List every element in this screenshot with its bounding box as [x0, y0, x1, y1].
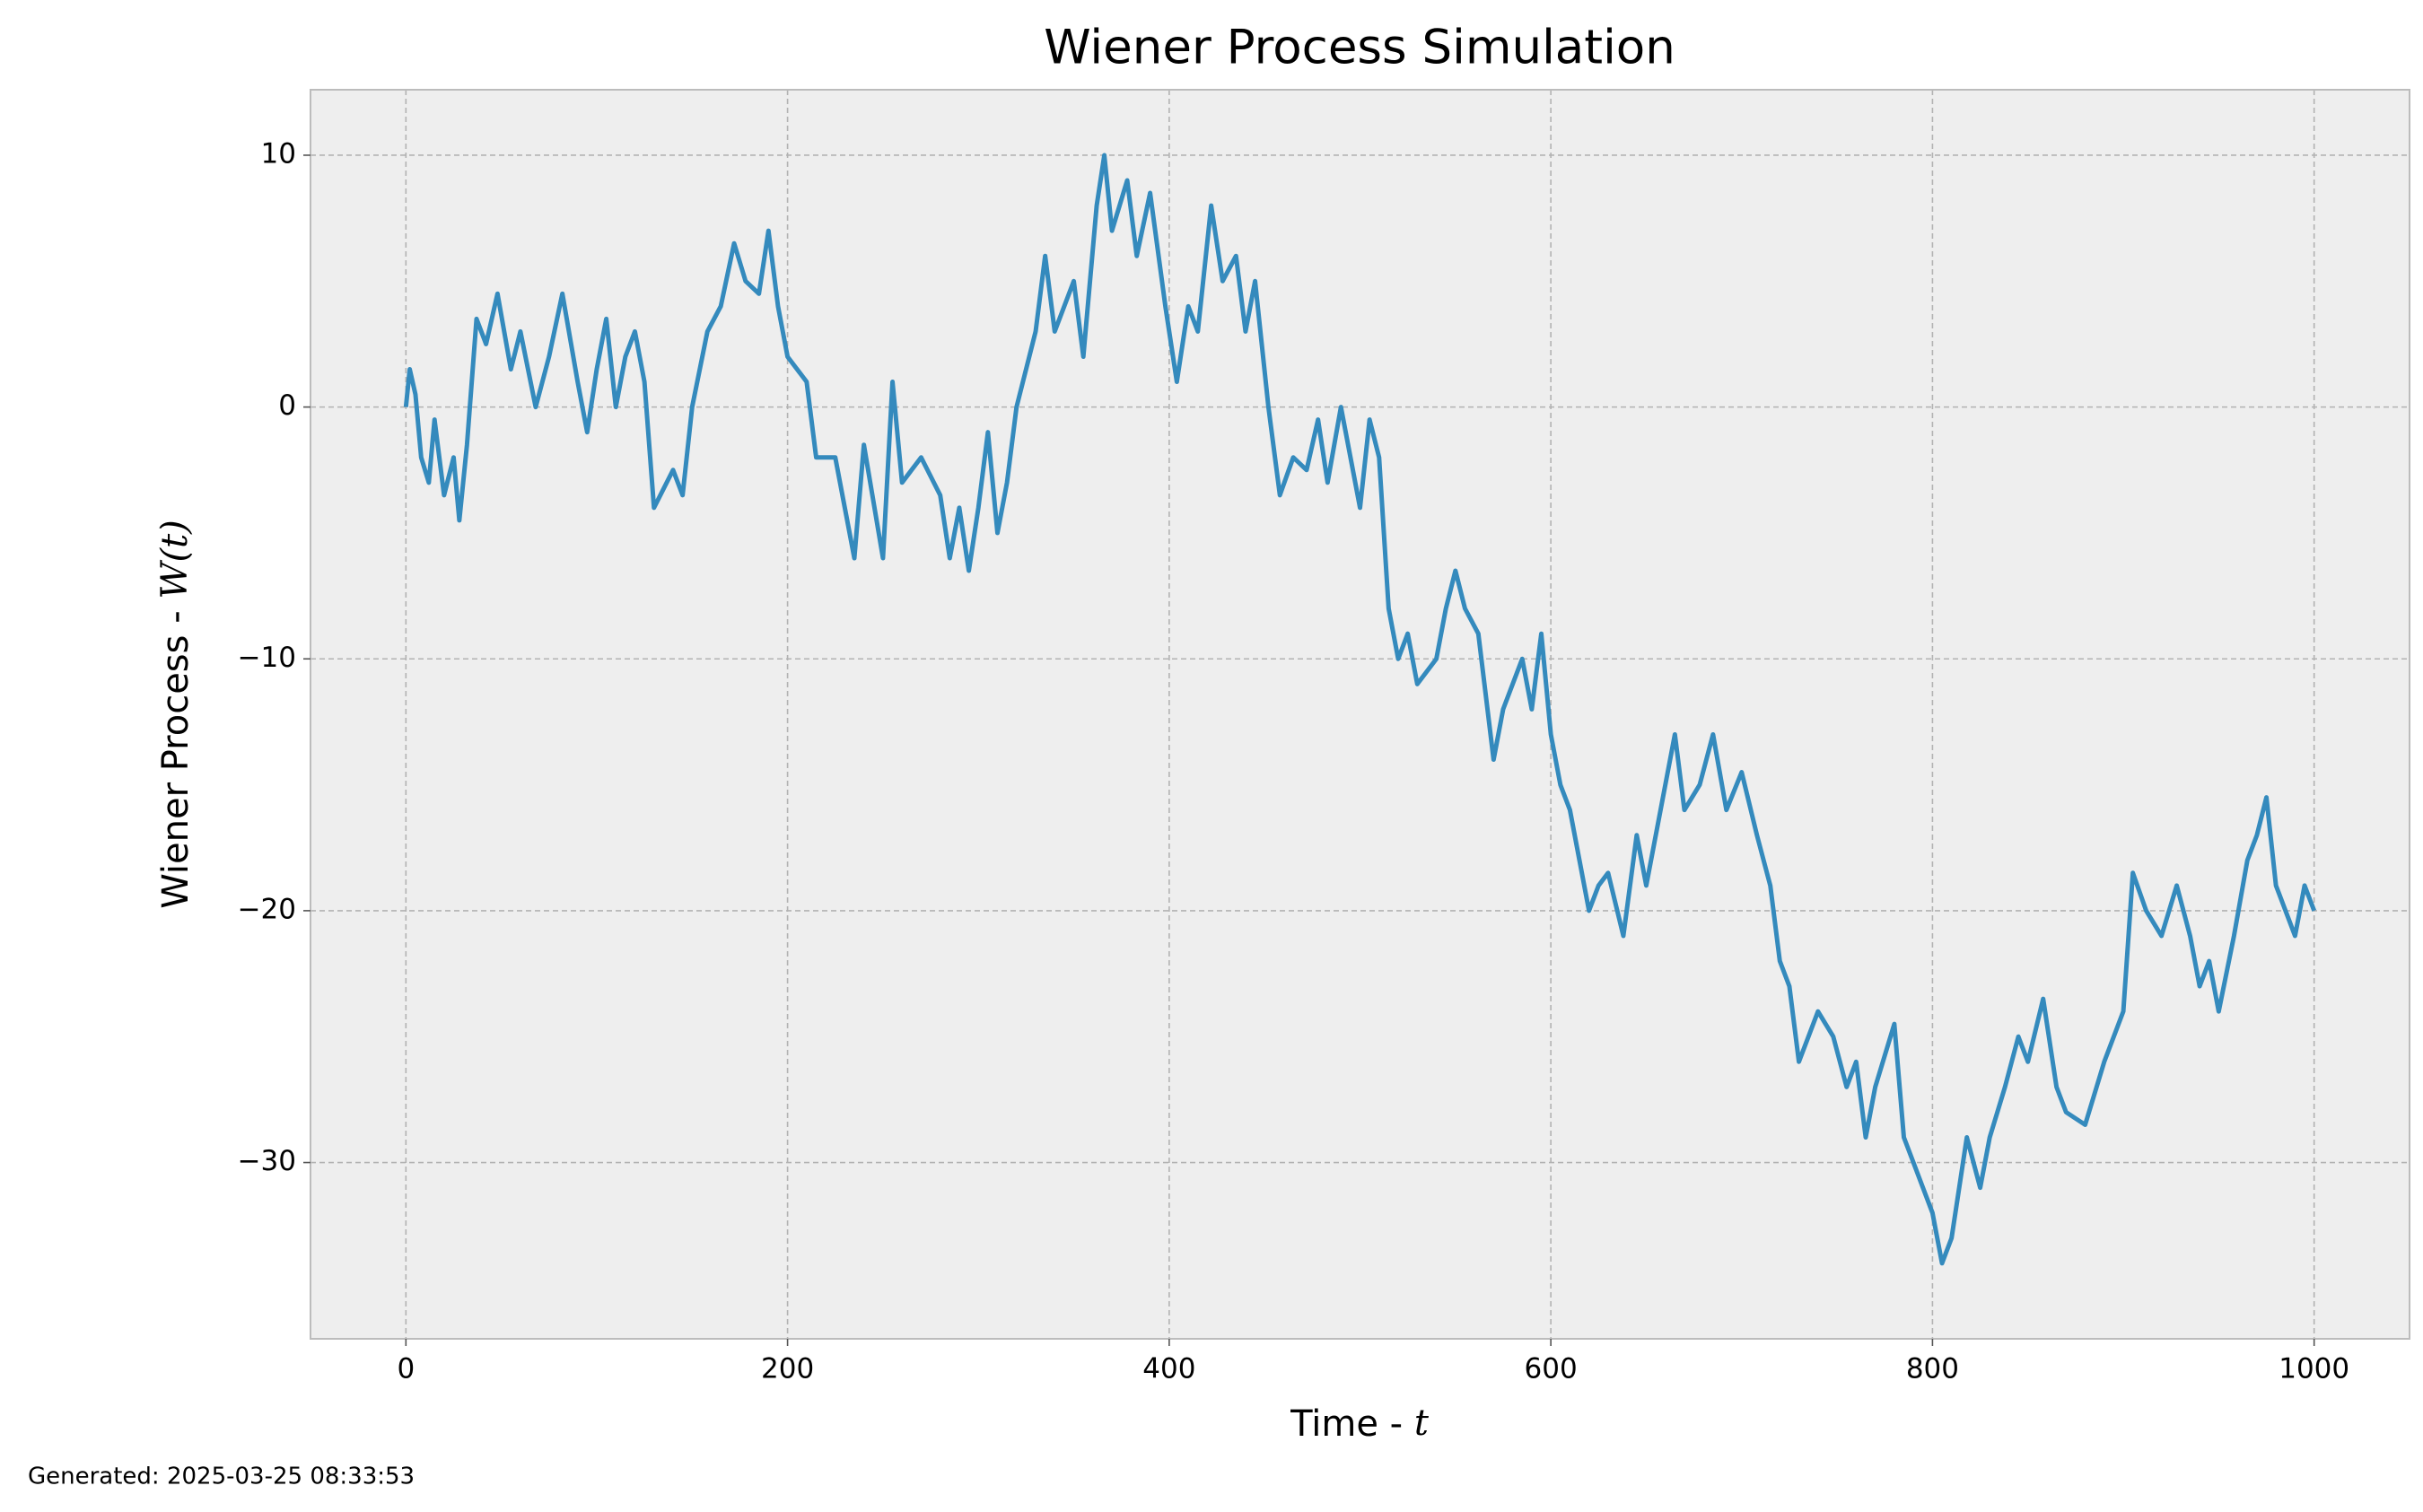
y-axis-label-text: Wiener Process -	[155, 599, 197, 909]
chart-title: Wiener Process Simulation	[1044, 21, 1675, 75]
x-tick-label: 400	[1142, 1353, 1195, 1385]
x-tick-label: 600	[1525, 1353, 1578, 1385]
x-tick-label: 1000	[2279, 1353, 2349, 1385]
y-tick-label: −10	[238, 642, 296, 674]
line-series	[403, 153, 2317, 1266]
y-tick-label: 0	[278, 389, 296, 422]
y-tick-label: −20	[238, 893, 296, 925]
x-tick-label: 0	[397, 1353, 415, 1385]
plot-frame	[310, 89, 2410, 1340]
x-tick-label: 800	[1906, 1353, 1959, 1385]
x-axis-label-var: t	[1414, 1403, 1430, 1444]
x-axis-label: Time - t	[1290, 1403, 1430, 1445]
y-tick-label: −30	[238, 1145, 296, 1177]
y-axis-label-var: W(t)	[154, 520, 196, 599]
y-axis-label: Wiener Process - W(t)	[154, 520, 197, 909]
x-axis-label-text: Time -	[1290, 1403, 1414, 1445]
plot-area	[311, 90, 2410, 1339]
y-tick-label: 10	[261, 137, 296, 170]
x-tick-label: 200	[761, 1353, 814, 1385]
footer: Generated: 2025-03-25 08:33:53	[28, 1464, 415, 1490]
marks	[403, 153, 2317, 1266]
